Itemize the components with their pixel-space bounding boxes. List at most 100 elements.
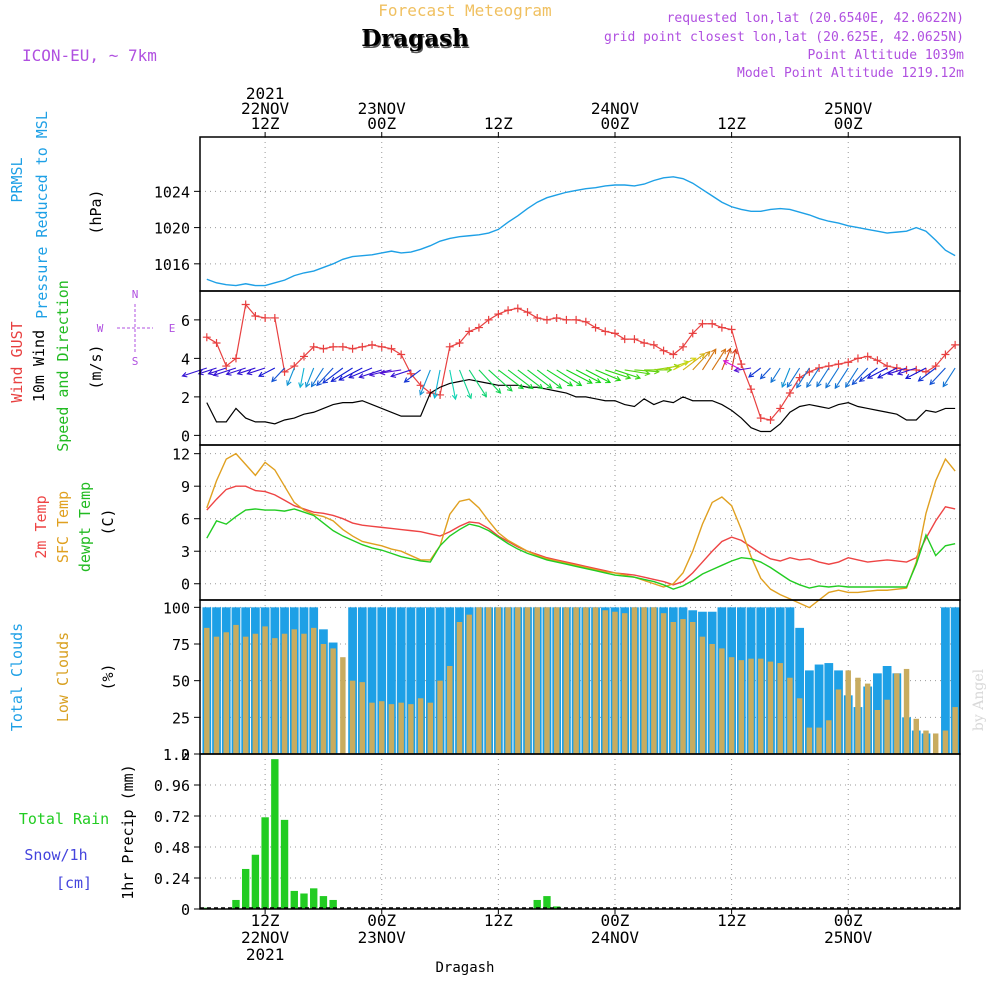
gust-marker [397,350,406,359]
wind-arrow [348,367,373,379]
t2m-line [206,485,956,586]
wind-arrow [478,369,501,394]
wind-arrow [834,367,849,389]
wind-arrow-head [615,376,622,382]
compass-s: S [132,355,139,368]
top-time-label: 00Z [367,114,396,133]
wind-arrow-head [605,378,612,384]
wind-arrow-head [896,370,903,376]
wind-arrow-head [518,383,524,390]
wind-arrow [605,369,631,379]
wind-arrow [247,367,266,375]
gust-marker [329,342,338,351]
gust-marker [659,346,668,355]
gust-marker [630,335,639,344]
gust-marker [202,333,211,342]
rain-bar [241,868,250,909]
wind-arrow-head [236,369,243,376]
wind-arrow-head [690,357,697,363]
wind-arrow [305,367,315,388]
wind-arrow [404,369,421,383]
cloud-low-bar [379,701,385,754]
wind-arrow-head [322,378,329,384]
cloud-total-bar [941,607,950,754]
cloud-low-bar [728,657,735,754]
pressure-line [206,176,956,287]
wind-arrow [918,367,937,382]
wind-arrow [507,369,534,389]
y-tick-label: 0 [181,576,190,594]
wind-arrow-head [858,376,865,383]
top-time-label: 23NOV [358,99,407,118]
gust-marker [465,327,474,336]
wind-arrow [692,351,711,371]
cloud-low-bar [252,633,259,754]
top-time-label: 12Z [717,114,746,133]
cloud-low-bar [233,624,239,754]
wind-arrow-head [271,376,277,383]
wind-arrow [825,367,839,388]
cloud-low-bar [369,702,375,754]
wind-arrow [258,367,276,377]
wind-arrow-head [722,360,729,366]
cloud-low-bar [447,666,453,754]
cloud-low-bar [787,677,793,754]
wind-arrow [182,367,207,377]
wind-arrow [226,367,246,375]
wind-arrow-head [537,383,544,390]
wind-arrow [731,349,737,371]
wind-arrow [634,369,659,373]
gust-marker [231,354,240,363]
gust-marker [542,315,551,324]
wind-arrow [760,367,771,379]
y-tick-label: 0.96 [154,777,190,795]
top-time-label: 00Z [834,114,863,133]
wind-arrow-head [904,373,911,380]
gust-marker [649,340,658,349]
top-time-label: 2021 [246,84,285,103]
compass-n: N [132,288,139,301]
wind-arrow [198,367,217,375]
wind-arrow-head [451,394,458,401]
cloud-low-bar [272,638,278,754]
cloud-total-bar [348,607,357,754]
wind-arrow-head [225,370,232,376]
wind-arrow-head [368,371,375,377]
cloud-low-bar [952,707,958,754]
wind-arrow [213,367,237,376]
cloud-low-bar [213,636,220,754]
wind-arrow-head [207,369,214,376]
gust-marker [776,404,785,413]
wind-arrow-head [711,348,717,355]
pressure-side-label-1: PRMSL [8,157,26,202]
gust-marker [853,354,862,363]
precip-unit-label: 1hr Precip (mm) [119,764,137,899]
wind-arrow [859,367,878,382]
precip-side-label-2: Snow/1h [24,846,87,864]
panel-frame [199,444,961,601]
bottom-time-label: 00Z [834,911,863,930]
cloud-total-bar [795,627,805,754]
cloud-low-bar [495,607,502,754]
wind-arrow [488,369,513,392]
requested-coords: requested lon,lat (20.6540E, 42.0622N) [667,11,964,26]
cloud-low-bar [466,614,472,754]
wind-arrow [770,367,781,383]
cloud-total-bar [367,607,377,754]
cloud-low-bar [709,644,715,754]
cloud-low-bar [758,658,764,754]
y-tick-label: 3 [181,543,190,561]
gust-marker [931,362,940,371]
wind-arrow-head [546,383,553,389]
wind-arrow-head [466,393,473,400]
wind-arrow-head [586,378,593,384]
cloud-low-bar [748,658,754,754]
gust-marker [951,340,960,349]
wind-arrow [575,369,601,384]
wind-arrow-head [481,391,487,398]
y-tick-label: 6 [181,312,190,330]
wind-arrow-head [246,369,253,376]
cloud-low-bar [903,668,910,754]
pressure-unit-label: (hPa) [87,189,105,234]
